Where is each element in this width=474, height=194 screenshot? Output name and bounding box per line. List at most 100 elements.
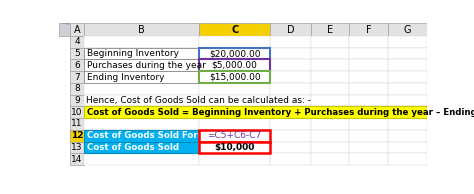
Bar — [311, 59, 349, 71]
Bar — [349, 141, 388, 153]
Bar — [84, 36, 199, 48]
Bar — [199, 153, 271, 165]
Bar — [311, 153, 349, 165]
Bar — [70, 59, 84, 71]
Bar — [311, 106, 349, 118]
Bar — [70, 48, 84, 59]
Text: Beginning Inventory: Beginning Inventory — [87, 49, 179, 58]
Text: 8: 8 — [74, 84, 80, 93]
Bar — [84, 48, 199, 59]
Bar — [84, 71, 199, 83]
Bar — [349, 48, 388, 59]
Bar — [199, 36, 271, 48]
Bar — [271, 48, 311, 59]
Bar — [271, 36, 311, 48]
Bar — [388, 153, 427, 165]
Bar — [388, 118, 427, 130]
Bar — [199, 141, 271, 153]
Bar — [311, 95, 349, 106]
Bar — [311, 36, 349, 48]
Text: Cost of Goods Sold: Cost of Goods Sold — [87, 143, 179, 152]
Bar — [388, 106, 427, 118]
Text: =C5+C6-C7: =C5+C6-C7 — [208, 131, 262, 140]
Text: 11: 11 — [71, 120, 82, 128]
Bar — [70, 23, 84, 36]
Bar — [349, 106, 388, 118]
Bar — [84, 95, 199, 106]
Bar — [84, 141, 199, 153]
Text: 12: 12 — [71, 131, 83, 140]
Text: Ending Inventory: Ending Inventory — [87, 73, 164, 81]
Bar — [199, 48, 271, 59]
Text: Hence, Cost of Goods Sold can be calculated as: -: Hence, Cost of Goods Sold can be calcula… — [86, 96, 311, 105]
Bar — [271, 83, 311, 95]
Bar — [388, 83, 427, 95]
Bar — [199, 23, 271, 36]
Bar — [199, 71, 271, 83]
Bar — [84, 106, 199, 118]
Text: $15,000.00: $15,000.00 — [209, 73, 261, 81]
Text: A: A — [73, 25, 80, 35]
Bar — [70, 83, 84, 95]
Bar — [70, 130, 84, 141]
Bar — [199, 118, 271, 130]
Text: 10: 10 — [71, 108, 82, 117]
Text: $5,000.00: $5,000.00 — [212, 61, 257, 70]
Bar — [271, 59, 311, 71]
Bar — [84, 23, 199, 36]
Bar — [388, 130, 427, 141]
Bar — [349, 95, 388, 106]
Text: B: B — [138, 25, 145, 35]
Bar — [199, 59, 271, 71]
Text: 5: 5 — [74, 49, 80, 58]
Bar — [199, 59, 271, 71]
Bar — [199, 95, 271, 106]
Bar — [388, 141, 427, 153]
Text: 4: 4 — [74, 37, 80, 46]
Bar — [199, 106, 271, 118]
Bar — [84, 141, 199, 153]
Bar — [70, 106, 84, 118]
Bar — [84, 130, 199, 141]
Text: G: G — [403, 25, 411, 35]
Text: 6: 6 — [74, 61, 80, 70]
Bar — [84, 48, 199, 59]
Bar — [271, 106, 311, 118]
Bar — [84, 130, 199, 141]
Text: 9: 9 — [74, 96, 80, 105]
Bar — [349, 23, 388, 36]
Text: F: F — [366, 25, 372, 35]
Bar — [349, 71, 388, 83]
Bar — [349, 130, 388, 141]
Bar — [199, 130, 271, 141]
Bar — [271, 118, 311, 130]
Bar — [311, 48, 349, 59]
Bar — [388, 95, 427, 106]
Text: 14: 14 — [71, 155, 82, 164]
Polygon shape — [60, 23, 69, 25]
Bar — [70, 36, 84, 48]
Bar — [388, 59, 427, 71]
Bar — [84, 106, 427, 118]
Text: 7: 7 — [74, 73, 80, 81]
Bar — [70, 95, 84, 106]
Bar — [59, 23, 70, 36]
Bar — [349, 118, 388, 130]
Bar — [388, 23, 427, 36]
Bar — [311, 118, 349, 130]
Bar — [271, 71, 311, 83]
Bar — [271, 153, 311, 165]
Bar — [311, 141, 349, 153]
Bar — [199, 141, 271, 153]
Text: $10,000: $10,000 — [214, 143, 255, 152]
Bar — [199, 83, 271, 95]
Bar — [70, 71, 84, 83]
Text: C: C — [231, 25, 238, 35]
Bar — [84, 153, 199, 165]
Bar — [311, 83, 349, 95]
Bar — [388, 48, 427, 59]
Bar — [349, 153, 388, 165]
Text: Purchases during the year: Purchases during the year — [87, 61, 206, 70]
Text: $20,000.00: $20,000.00 — [209, 49, 260, 58]
Bar — [349, 83, 388, 95]
